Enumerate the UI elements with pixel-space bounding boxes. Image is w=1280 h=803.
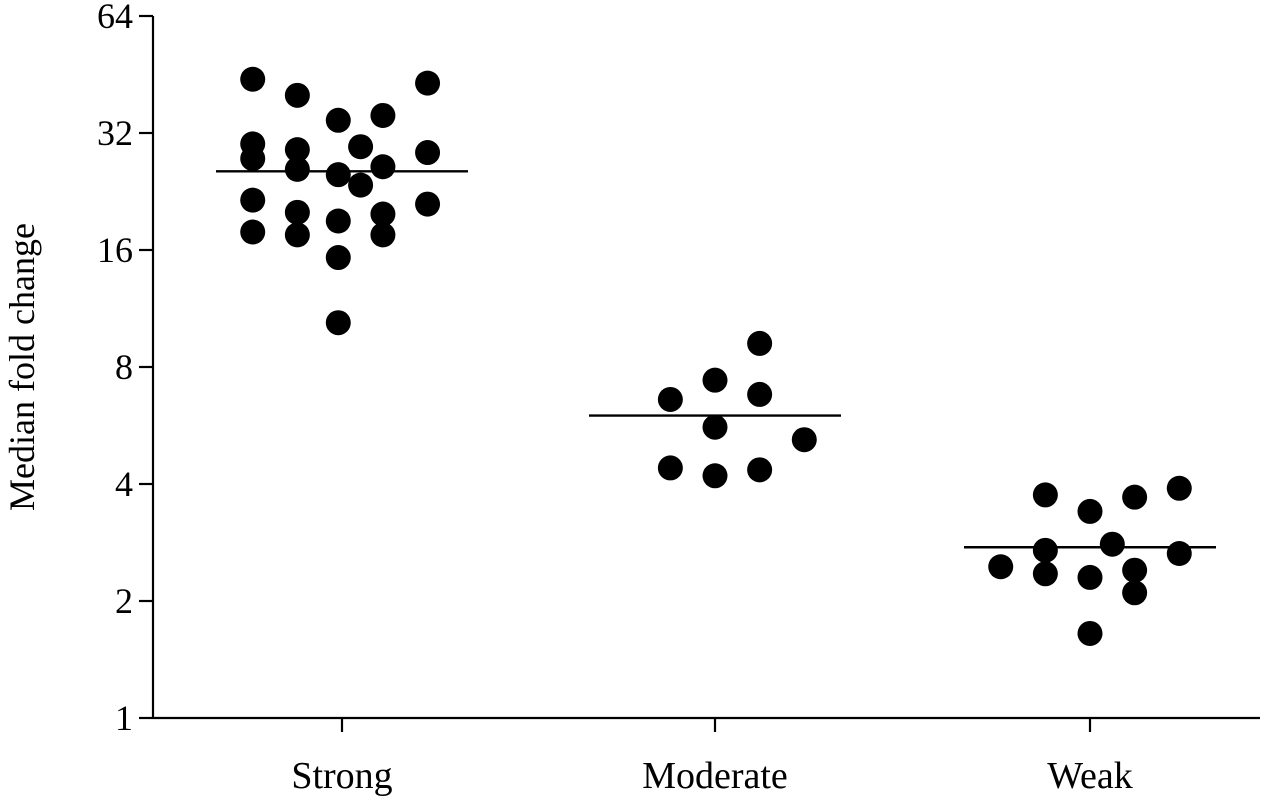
y-tick-label: 4 [115, 464, 133, 504]
data-point [415, 191, 441, 217]
data-point [1122, 484, 1148, 510]
x-tick-label: Weak [1047, 755, 1133, 797]
data-point [1166, 540, 1192, 566]
data-point [370, 201, 396, 227]
data-point [702, 463, 728, 489]
y-tick-label: 1 [115, 698, 133, 738]
median-lines [216, 170, 1216, 549]
x-tick-label: Strong [291, 755, 392, 797]
data-point [1077, 620, 1103, 646]
y-tick-label: 32 [97, 113, 133, 153]
data-point [325, 208, 351, 234]
data-point [240, 66, 266, 92]
y-tick-label: 16 [97, 230, 133, 270]
data-point [1032, 537, 1058, 563]
data-point [284, 199, 310, 225]
data-point [1077, 564, 1103, 590]
x-categories: Strong Moderate Weak [291, 718, 1133, 797]
data-point [370, 222, 396, 248]
y-tick-label: 8 [115, 347, 133, 387]
data-point [657, 386, 683, 412]
data-point [702, 414, 728, 440]
data-point [284, 82, 310, 108]
data-points [240, 66, 1192, 646]
data-point [284, 222, 310, 248]
data-point [1099, 531, 1125, 557]
y-tick-label: 2 [115, 581, 133, 621]
y-ticks: 1 2 4 8 16 32 64 [97, 0, 153, 738]
y-axis-label: Median fold change [2, 223, 42, 511]
data-point [1166, 475, 1192, 501]
data-point [791, 427, 817, 453]
data-point [370, 154, 396, 180]
data-point [325, 107, 351, 133]
x-tick-label: Moderate [642, 755, 788, 797]
data-point [1122, 557, 1148, 583]
data-point [325, 245, 351, 271]
y-tick-label: 64 [97, 0, 133, 36]
data-point [325, 162, 351, 188]
data-point [240, 219, 266, 245]
data-point [1032, 482, 1058, 508]
data-point [702, 367, 728, 393]
data-point [284, 156, 310, 182]
data-point [348, 172, 374, 198]
data-point [370, 102, 396, 128]
data-point [747, 381, 773, 407]
data-point [284, 137, 310, 163]
data-point [348, 134, 374, 160]
data-point [415, 70, 441, 96]
data-point [325, 310, 351, 336]
data-point [415, 140, 441, 166]
data-point [240, 146, 266, 172]
data-point [1122, 580, 1148, 606]
data-point [747, 457, 773, 483]
data-point [240, 187, 266, 213]
data-point [747, 330, 773, 356]
data-point [1077, 498, 1103, 524]
data-point [657, 455, 683, 481]
data-point [988, 554, 1014, 580]
data-point [1032, 561, 1058, 587]
